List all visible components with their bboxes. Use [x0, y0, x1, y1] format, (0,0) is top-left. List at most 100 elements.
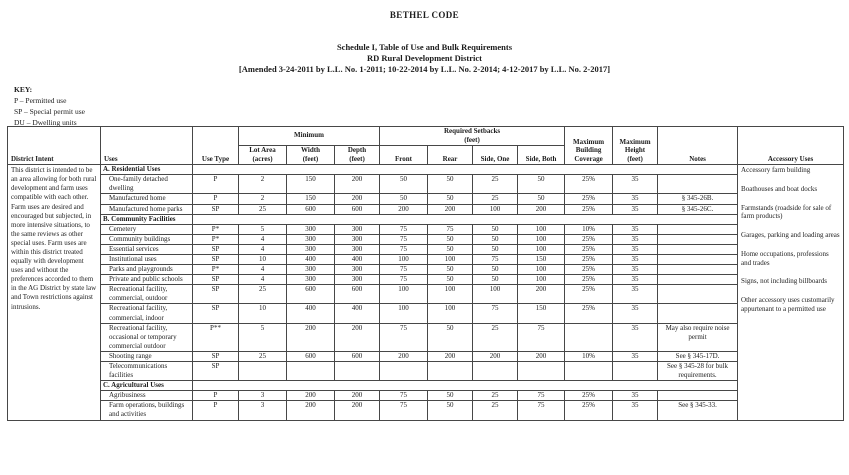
notes-cell: May also require noise permit — [657, 322, 739, 352]
district-title: RD Rural Development District — [367, 53, 482, 64]
use-type-cell: SP — [192, 243, 239, 255]
width-cell: 400 — [286, 253, 335, 266]
rear-cell: 100 — [427, 303, 474, 324]
use-type-cell: P — [192, 390, 239, 402]
height-cell: 35 — [612, 390, 659, 402]
use-row: Institutional uses SP 10 400 400 100 100 75 150 2… — [8, 253, 844, 266]
height-cell: 35 — [612, 350, 659, 363]
width-cell: 200 — [286, 322, 335, 352]
use-name-cell: Agribusiness — [100, 390, 193, 402]
section-label: C. Agricultural Uses — [100, 380, 193, 392]
front-cell: 75 — [379, 233, 429, 245]
lot-area-cell: 25 — [238, 203, 287, 215]
rear-cell: 50 — [427, 233, 474, 245]
front-cell: 75 — [379, 390, 429, 402]
use-name-cell: Telecommunications facilities — [100, 360, 193, 382]
lot-area-cell: 5 — [238, 223, 287, 235]
notes-cell: See § 345-17D. — [657, 350, 739, 363]
col-header-depth: Depth (feet) — [333, 145, 381, 166]
side-both-cell: 100 — [517, 223, 566, 235]
side-one-cell: 75 — [472, 303, 519, 324]
coverage-cell: 25% — [564, 303, 614, 324]
depth-cell: 400 — [333, 303, 381, 324]
side-both-cell: 75 — [517, 400, 566, 421]
accessory-use-item: Other accessory uses customarily appurte… — [741, 296, 835, 313]
accessory-use-item: Home occupations, professions and trades — [741, 249, 829, 267]
use-type-cell: P — [192, 400, 239, 421]
coverage-cell: 25% — [564, 174, 614, 195]
front-cell: 75 — [379, 400, 429, 421]
use-row: One-family detached dwelling P 2 150 200 50 50… — [8, 174, 844, 195]
side-both-cell — [517, 360, 566, 382]
side-one-cell: 75 — [472, 253, 519, 266]
table-header: District Intent Uses Use Type Minimum Re… — [7, 125, 845, 166]
rear-cell: 50 — [427, 193, 474, 205]
side-one-cell: 25 — [472, 193, 519, 205]
rear-cell: 50 — [427, 390, 474, 402]
height-cell: 35 — [612, 233, 659, 245]
depth-cell: 300 — [333, 223, 381, 235]
key-items: P – Permitted use SP – Special permit use… — [14, 96, 849, 129]
height-cell: 35 — [612, 284, 659, 305]
front-cell: 100 — [379, 284, 429, 305]
col-header-side-both: Side, Both — [517, 145, 566, 166]
use-row: Community buildings P* 4 300 300 75 50 50 100 25%… — [8, 233, 844, 245]
width-cell: 150 — [286, 174, 335, 195]
side-both-cell: 100 — [517, 264, 566, 276]
key-label: KEY: — [14, 85, 33, 95]
coverage-cell: 25% — [564, 193, 614, 205]
col-header-uses: Uses — [100, 125, 193, 166]
width-cell: 300 — [286, 243, 335, 255]
accessory-use-item: Garages, parking and loading areas — [741, 231, 840, 240]
rear-cell: 50 — [427, 274, 474, 286]
side-one-cell: 25 — [472, 390, 519, 402]
depth-cell: 200 — [333, 174, 381, 195]
col-header-max-height: Maximum Height (feet) — [612, 125, 659, 166]
district-intent-text: This district is intended to be an area … — [7, 164, 101, 421]
notes-cell: § 345-26B. — [657, 193, 739, 205]
lot-area-cell: 2 — [238, 193, 287, 205]
use-row: Private and public schools SP 4 300 300 75 50 5… — [8, 274, 844, 286]
use-row: Parks and playgrounds P* 4 300 300 75 50 50 100 2… — [8, 264, 844, 276]
use-row: Manufactured home P 2 150 200 50 50 25 50 25% 35 § … — [8, 193, 844, 205]
coverage-cell: 10% — [564, 350, 614, 363]
accessory-use-item: Boathouses and boat docks — [741, 184, 818, 193]
coverage-cell: 25% — [564, 274, 614, 286]
notes-cell: See § 345-33. — [657, 400, 739, 421]
side-both-cell: 50 — [517, 174, 566, 195]
front-cell: 75 — [379, 264, 429, 276]
depth-cell: 600 — [333, 350, 381, 363]
front-cell: 100 — [379, 253, 429, 266]
col-header-width: Width (feet) — [286, 145, 335, 166]
notes-cell — [657, 233, 739, 245]
side-both-cell: 200 — [517, 284, 566, 305]
accessory-uses-list: Accessory farm building Boathouses and bo… — [737, 164, 845, 421]
col-header-minimum: Minimum — [237, 125, 381, 147]
width-cell: 400 — [286, 303, 335, 324]
height-cell: 35 — [612, 193, 659, 205]
rear-cell: 50 — [427, 174, 474, 195]
key-item: P – Permitted use — [14, 96, 67, 106]
notes-cell: See § 345-28 for bulk requirements. — [657, 360, 739, 382]
side-both-cell: 150 — [517, 303, 566, 324]
rear-cell: 50 — [427, 243, 474, 255]
lot-area-cell: 10 — [238, 253, 287, 266]
side-both-cell: 100 — [517, 274, 566, 286]
height-cell: 35 — [612, 274, 659, 286]
notes-cell — [657, 223, 739, 235]
accessory-use-item: Accessory farm building — [741, 166, 811, 175]
depth-cell: 200 — [333, 322, 381, 352]
height-cell: 35 — [612, 264, 659, 276]
use-row: Recreational facility, occasional or tem… — [8, 322, 844, 352]
use-row: Recreational facility, commercial, indoo… — [8, 303, 844, 324]
coverage-cell: 25% — [564, 390, 614, 402]
front-cell — [379, 360, 429, 382]
side-one-cell: 25 — [472, 400, 519, 421]
notes-cell — [657, 243, 739, 255]
depth-cell: 400 — [333, 253, 381, 266]
accessory-use-item: Farmstands (roadside for sale of farm pr… — [741, 203, 832, 221]
section-spacer — [191, 380, 739, 392]
section-spacer — [191, 164, 739, 176]
front-cell: 75 — [379, 223, 429, 235]
